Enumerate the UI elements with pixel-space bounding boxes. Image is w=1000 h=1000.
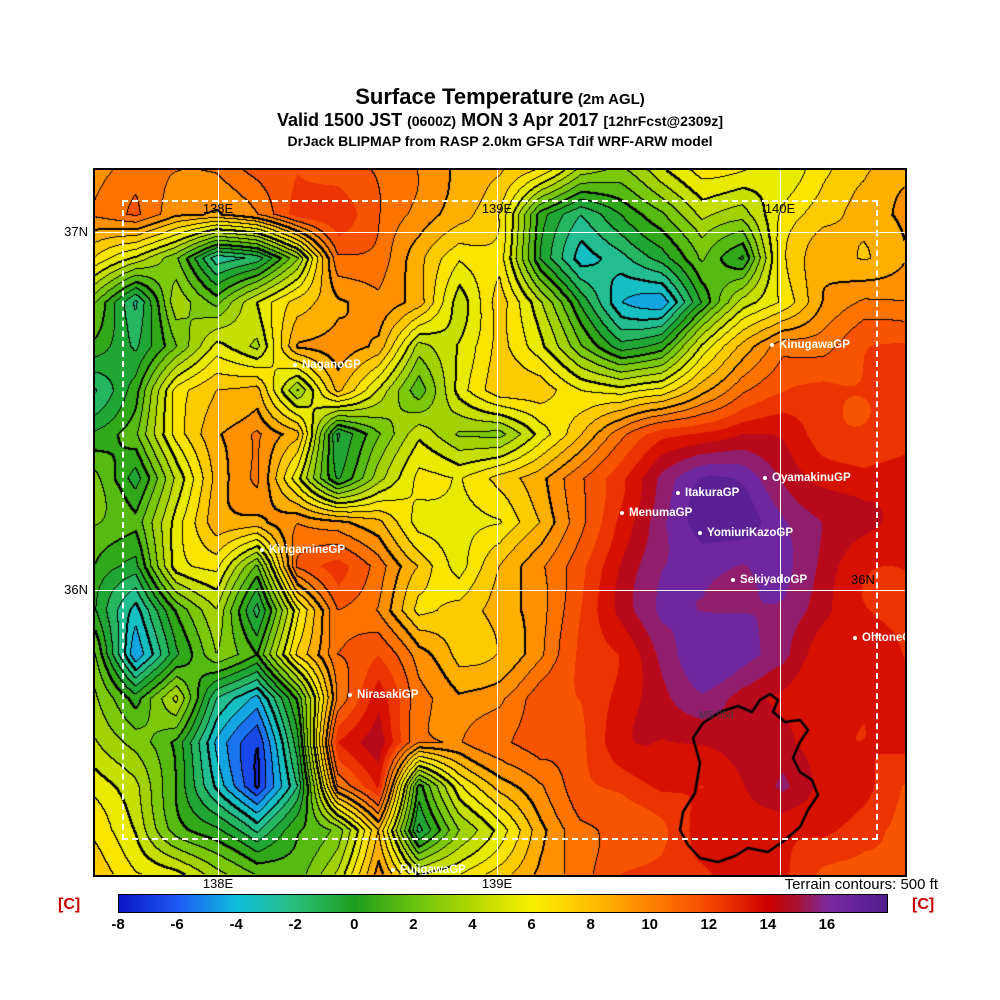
valid-prefix: Valid 1500 JST xyxy=(277,110,408,130)
unit-label-left: [C] xyxy=(58,896,81,913)
station-label-naganogp: NaganoGP xyxy=(302,359,361,371)
colorbar-tick-2: 2 xyxy=(409,916,418,933)
station-label-oyamakinugp: OyamakinuGP xyxy=(772,472,851,484)
gridline-lat-37n xyxy=(95,232,905,233)
page-title: Surface Temperature (2m AGL) xyxy=(0,84,1000,110)
valid-fcst: [12hrFcst@2309z] xyxy=(603,113,723,129)
lon-label-bottom-139e: 139E xyxy=(481,876,513,891)
map-annotation: MS 05d xyxy=(699,710,734,721)
lat-label-right-36n: 36N xyxy=(851,572,875,587)
station-dot-icon xyxy=(620,511,624,515)
colorbar-tick--6: -6 xyxy=(170,916,184,933)
title-suffix: (2m AGL) xyxy=(573,91,645,108)
lon-label-top-139e: 139E xyxy=(481,201,513,216)
lat-label-left-36n: 36N xyxy=(64,582,88,597)
station-dot-icon xyxy=(763,476,767,480)
gridline-lon-138e xyxy=(218,170,219,875)
colorbar-tick--2: -2 xyxy=(288,916,302,933)
station-dot-icon xyxy=(391,868,395,872)
station-label-yomiurikazogp: YomiuriKazoGP xyxy=(707,527,794,539)
station-dot-icon xyxy=(853,636,857,640)
colorbar-tick-14: 14 xyxy=(759,916,777,933)
map-overlay: 138E 139E 140E 36N MS 05d NaganoGP KinugawaGP O… xyxy=(95,170,905,875)
gridline-lon-140e xyxy=(780,170,781,875)
colorbar-tick-8: 8 xyxy=(586,916,595,933)
colorbar-tick--4: -4 xyxy=(229,916,243,933)
map-area: 138E 139E 140E 36N MS 05d NaganoGP KinugawaGP O… xyxy=(93,168,907,877)
station-label-sekiyadogp: SekiyadoGP xyxy=(740,574,808,586)
gridline-lat-36n xyxy=(95,590,905,591)
station-label-nirasakigp: NirasakiGP xyxy=(357,689,419,701)
colorbar-tick-12: 12 xyxy=(700,916,718,933)
lon-label-bottom-138e: 138E xyxy=(202,876,234,891)
station-dot-icon xyxy=(348,693,352,697)
colorbar-tick-16: 16 xyxy=(818,916,836,933)
colorbar-tick-6: 6 xyxy=(527,916,536,933)
station-dot-icon xyxy=(698,531,702,535)
lat-label-left-37n: 37N xyxy=(64,224,88,239)
unit-label-right: [C] xyxy=(912,896,935,913)
gridline-lon-139e xyxy=(497,170,498,875)
lon-label-top-140e: 140E xyxy=(764,201,796,216)
station-label-fujigawagp: FujigawaGP xyxy=(400,864,466,876)
station-label-kinugawagp: KinugawaGP xyxy=(779,339,850,351)
temperature-field-canvas xyxy=(95,170,905,875)
terrain-contours-note: Terrain contours: 500 ft xyxy=(784,876,938,893)
station-label-kirigaminegp: KirigamineGP xyxy=(269,544,346,556)
colorbar-tick--8: -8 xyxy=(111,916,125,933)
lon-label-top-138e: 138E xyxy=(202,201,234,216)
station-dot-icon xyxy=(731,578,735,582)
valid-date: MON 3 Apr 2017 xyxy=(456,110,604,130)
station-dot-icon xyxy=(770,343,774,347)
colorbar-tick-10: 10 xyxy=(641,916,659,933)
colorbar-tick-4: 4 xyxy=(468,916,477,933)
colorbar-tick-0: 0 xyxy=(350,916,359,933)
station-dot-icon xyxy=(676,491,680,495)
station-label-itakuragp: ItakuraGP xyxy=(685,487,740,499)
station-dot-icon xyxy=(260,548,264,552)
title-main: Surface Temperature xyxy=(355,84,574,109)
station-label-ohtonegp: OhtoneGP xyxy=(862,632,905,644)
valid-time-line: Valid 1500 JST (0600Z) MON 3 Apr 2017 [1… xyxy=(0,110,1000,131)
colorbar xyxy=(118,894,888,913)
model-domain-dashed-boundary xyxy=(122,200,878,840)
station-label-menumagp: MenumaGP xyxy=(629,507,693,519)
station-dot-icon xyxy=(293,363,297,367)
model-line: DrJack BLIPMAP from RASP 2.0km GFSA Tdif… xyxy=(287,133,713,149)
valid-zulu: (0600Z) xyxy=(407,113,457,129)
